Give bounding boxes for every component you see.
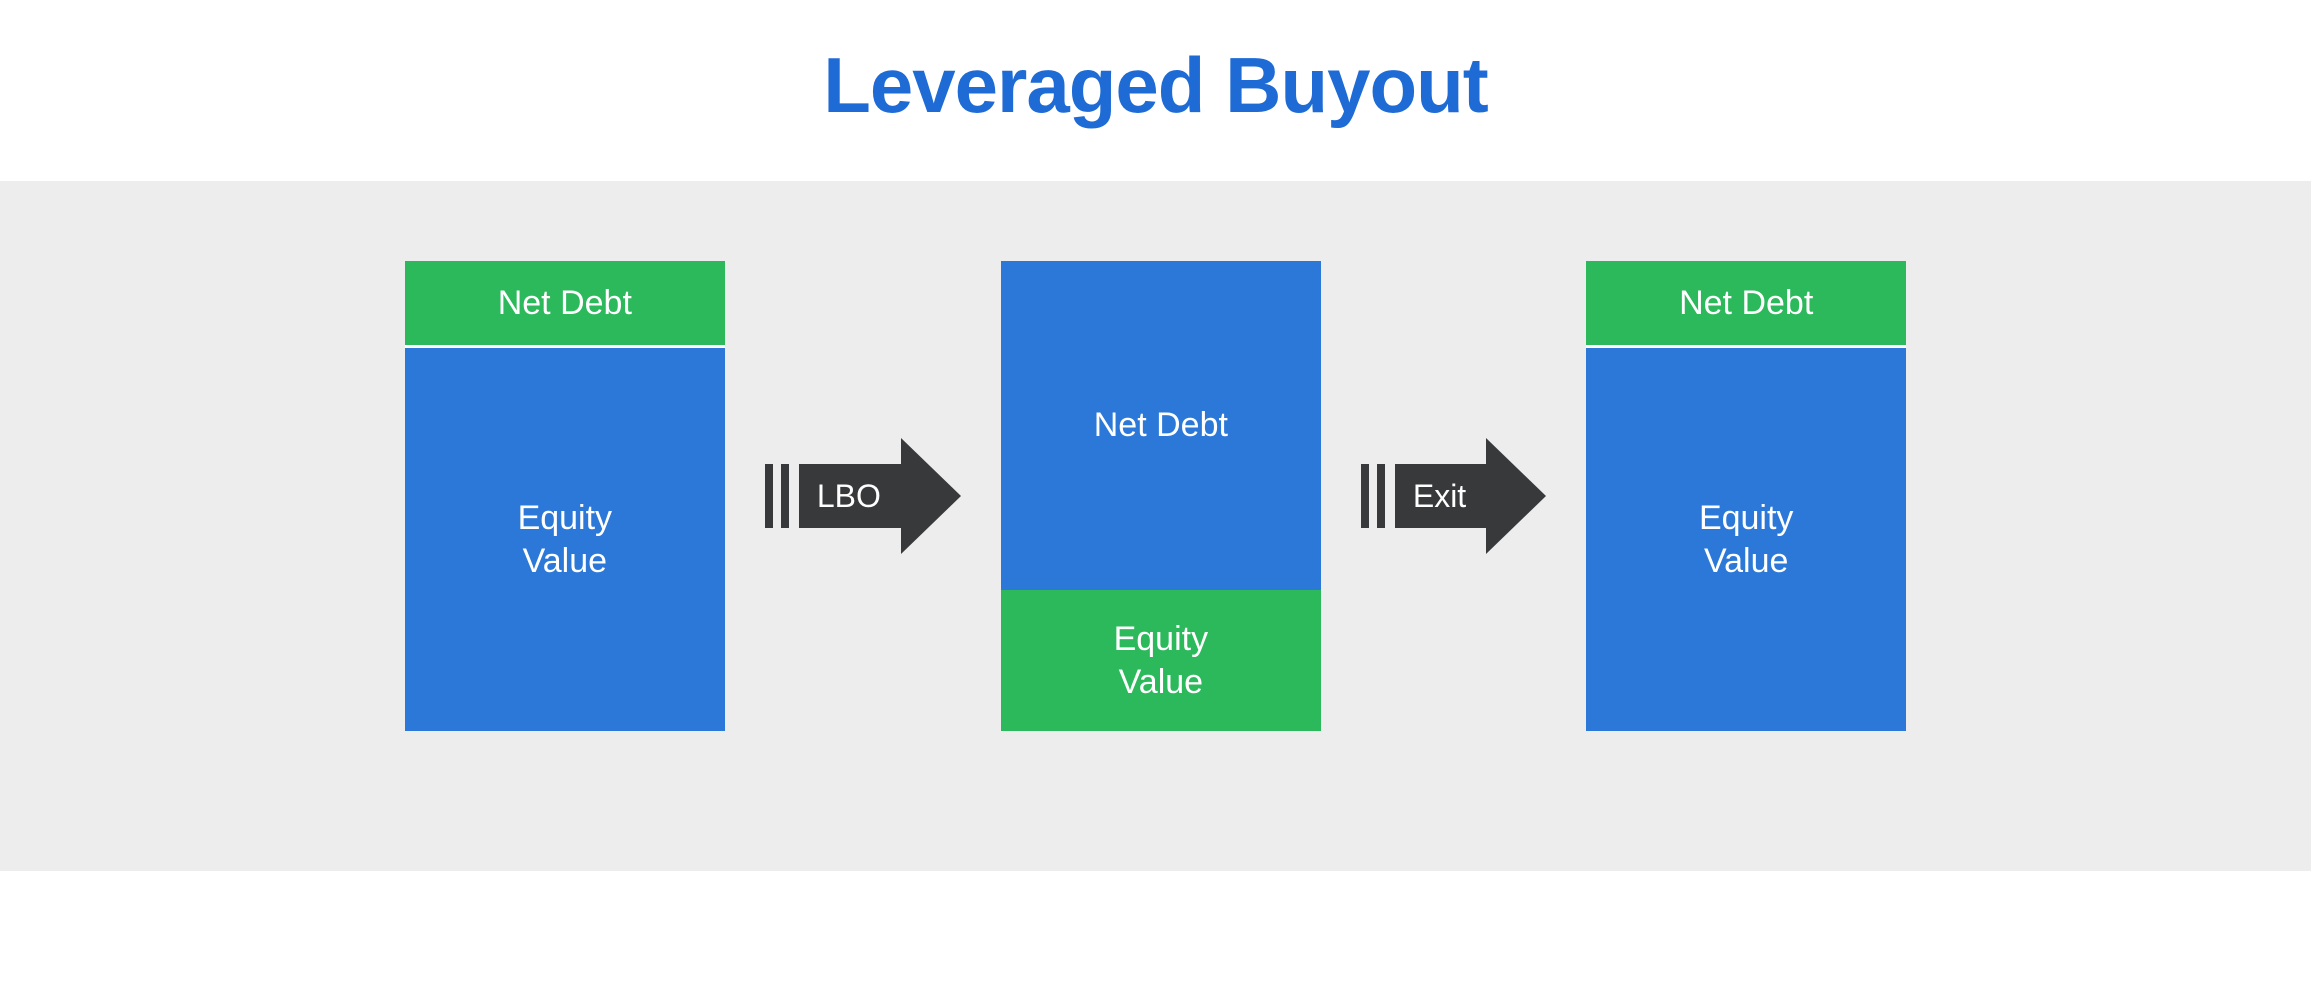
bar-pre-lbo-seg-0: Net Debt bbox=[405, 261, 725, 345]
bar-exit-seg-1: Equity Value bbox=[1586, 348, 1906, 731]
arrow-tail-bars bbox=[1361, 464, 1385, 528]
arrow-tail-bars bbox=[765, 464, 789, 528]
arrow-lbo: LBO bbox=[765, 438, 961, 554]
page-title: Leveraged Buyout bbox=[0, 40, 2311, 131]
bar-post-lbo-seg-0: Net Debt bbox=[1001, 261, 1321, 590]
arrow-head-icon bbox=[901, 438, 961, 554]
arrow-tail-bar bbox=[1377, 464, 1385, 528]
seg-label: Net Debt bbox=[1679, 282, 1813, 325]
bar-exit-seg-0: Net Debt bbox=[1586, 261, 1906, 345]
seg-label: Equity Value bbox=[1114, 618, 1209, 703]
arrow-head-icon bbox=[1486, 438, 1546, 554]
arrow-tail-bar bbox=[1361, 464, 1369, 528]
seg-label: Equity Value bbox=[1699, 497, 1794, 582]
seg-label: Net Debt bbox=[498, 282, 632, 325]
bar-divider bbox=[1586, 345, 1906, 348]
arrow-label: LBO bbox=[817, 478, 881, 515]
header: Leveraged Buyout bbox=[0, 0, 2311, 181]
arrow-tail-bar bbox=[765, 464, 773, 528]
arrow-label: Exit bbox=[1413, 478, 1466, 515]
bar-divider bbox=[405, 345, 725, 348]
bar-post-lbo-seg-1: Equity Value bbox=[1001, 590, 1321, 731]
seg-label: Net Debt bbox=[1094, 404, 1228, 447]
arrow-stem: LBO bbox=[799, 464, 901, 528]
bar-pre-lbo-seg-1: Equity Value bbox=[405, 348, 725, 731]
bar-exit: Net Debt Equity Value bbox=[1586, 261, 1906, 731]
diagram-stage: Net Debt Equity Value LBO Net Debt Equit… bbox=[0, 181, 2311, 871]
arrow-body: LBO bbox=[799, 438, 961, 554]
bar-pre-lbo: Net Debt Equity Value bbox=[405, 261, 725, 731]
arrow-exit: Exit bbox=[1361, 438, 1546, 554]
seg-label: Equity Value bbox=[518, 497, 613, 582]
arrow-stem: Exit bbox=[1395, 464, 1486, 528]
bar-post-lbo: Net Debt Equity Value bbox=[1001, 261, 1321, 731]
arrow-body: Exit bbox=[1395, 438, 1546, 554]
arrow-tail-bar bbox=[781, 464, 789, 528]
